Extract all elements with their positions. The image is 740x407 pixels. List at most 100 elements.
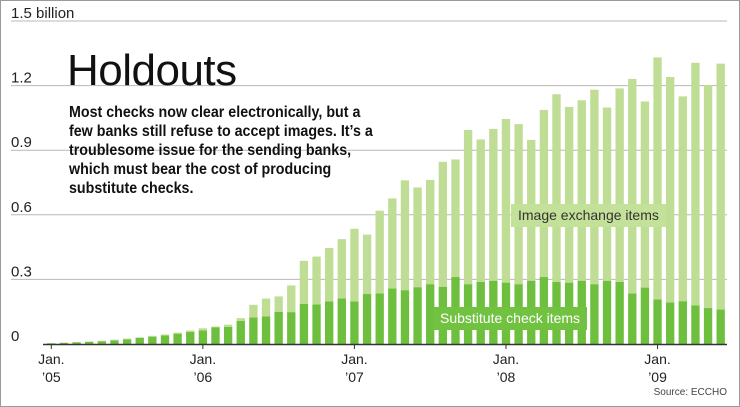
bar-image-exchange xyxy=(135,337,144,338)
bar-image-exchange xyxy=(438,161,448,287)
bar-substitute xyxy=(72,342,81,344)
x-tick-month: Jan. xyxy=(341,351,367,367)
bar-substitute xyxy=(426,284,435,344)
bar-image-exchange xyxy=(476,139,485,282)
bar-image-exchange xyxy=(426,179,435,285)
bar-image-exchange xyxy=(400,180,410,291)
bar-substitute xyxy=(350,301,359,344)
x-tick-year: ’05 xyxy=(42,369,61,385)
y-tick-label: 0.9 xyxy=(11,134,32,151)
bars xyxy=(47,57,725,344)
bar-image-exchange xyxy=(350,228,359,302)
bar-image-exchange xyxy=(299,260,309,304)
bar-substitute xyxy=(375,293,384,344)
y-tick-label: 1.2 xyxy=(11,70,32,87)
bar-substitute xyxy=(186,331,195,344)
bar-substitute xyxy=(400,290,410,344)
bar-substitute xyxy=(148,336,157,344)
bar-image-exchange xyxy=(716,63,725,310)
bar-substitute xyxy=(223,326,233,344)
bar-substitute xyxy=(312,304,321,344)
bar-substitute xyxy=(97,341,107,344)
source-note: Source: ECCHO xyxy=(653,387,727,398)
bar-substitute xyxy=(211,327,220,344)
bar-image-exchange xyxy=(463,129,473,285)
series-label-image-exchange: Image exchange items xyxy=(511,204,666,227)
series-label-substitute: Substitute check items xyxy=(433,307,588,330)
bar-image-exchange xyxy=(539,109,549,278)
bar-image-exchange xyxy=(110,339,119,341)
bar-substitute xyxy=(666,302,675,344)
bar-image-exchange xyxy=(362,234,372,295)
bar-image-exchange xyxy=(628,78,637,294)
x-tick-month: Jan. xyxy=(493,351,519,367)
y-tick-label: 0.6 xyxy=(11,199,32,216)
x-tick-year: ’06 xyxy=(194,369,213,385)
bar-substitute xyxy=(135,337,144,344)
y-tick-label: 0 xyxy=(11,328,19,345)
bar-image-exchange xyxy=(666,76,675,303)
bar-substitute xyxy=(287,312,296,344)
y-tick-label: 1.5 billion xyxy=(11,5,74,22)
x-tick-month: Jan. xyxy=(38,351,64,367)
y-axis-ticks: 0 0.3 0.6 0.9 1.2 1.5 billion xyxy=(11,5,74,345)
bar-substitute xyxy=(590,284,599,344)
bar-image-exchange xyxy=(236,318,245,321)
x-axis-ticks: Jan. ’05 Jan. ’06 Jan. ’07 Jan. ’08 Jan. ’09 xyxy=(38,344,671,385)
bar-substitute xyxy=(691,305,700,344)
x-tick-year: ’09 xyxy=(648,369,667,385)
bar-substitute xyxy=(703,308,713,344)
x-tick-month: Jan. xyxy=(644,351,670,367)
bar-image-exchange xyxy=(186,330,195,332)
chart-title: Holdouts xyxy=(67,46,237,95)
bar-substitute xyxy=(85,341,94,344)
bar-image-exchange xyxy=(451,159,460,278)
bar-substitute xyxy=(615,281,624,344)
bar-image-exchange xyxy=(590,89,599,285)
bar-image-exchange xyxy=(173,332,182,334)
bar-substitute xyxy=(160,335,170,344)
bar-image-exchange xyxy=(640,101,650,288)
bar-image-exchange xyxy=(375,210,384,294)
bar-image-exchange xyxy=(602,107,612,281)
bar-image-exchange xyxy=(261,298,271,317)
bar-image-exchange xyxy=(287,285,296,313)
x-tick-year: ’07 xyxy=(345,369,364,385)
bar-substitute xyxy=(337,298,346,344)
bar-image-exchange xyxy=(160,334,170,336)
bar-substitute xyxy=(110,340,119,344)
bar-image-exchange xyxy=(325,247,334,302)
bar-substitute xyxy=(678,301,687,344)
bar-substitute xyxy=(198,330,208,344)
bar-image-exchange xyxy=(274,296,283,312)
bar-substitute xyxy=(299,303,309,344)
bar-substitute xyxy=(653,299,662,344)
bar-image-exchange xyxy=(198,328,208,331)
bar-substitute xyxy=(388,288,397,344)
chart-subtitle: Most checks now clear electronically, bu… xyxy=(69,104,373,197)
bar-image-exchange xyxy=(211,326,220,328)
bar-substitute xyxy=(47,343,56,344)
bar-image-exchange xyxy=(223,324,233,327)
bar-substitute xyxy=(274,311,283,344)
bar-substitute xyxy=(602,280,612,344)
y-tick-label: 0.3 xyxy=(11,263,32,280)
bar-substitute xyxy=(716,309,725,344)
x-tick-year: ’08 xyxy=(497,369,516,385)
bar-image-exchange xyxy=(148,335,157,337)
bar-image-exchange xyxy=(552,94,561,282)
bar-substitute xyxy=(249,317,258,344)
bar-image-exchange xyxy=(564,106,574,283)
bar-image-exchange xyxy=(312,256,321,305)
bar-substitute xyxy=(236,320,245,344)
bar-substitute xyxy=(628,293,637,344)
bar-image-exchange xyxy=(388,198,397,289)
bar-image-exchange xyxy=(577,100,586,281)
bar-substitute xyxy=(59,342,69,344)
bar-substitute xyxy=(640,287,650,344)
bar-image-exchange xyxy=(703,85,713,309)
bar-image-exchange xyxy=(249,304,258,318)
bar-image-exchange xyxy=(691,62,700,306)
bar-image-exchange xyxy=(678,96,687,302)
bar-substitute xyxy=(261,316,271,344)
